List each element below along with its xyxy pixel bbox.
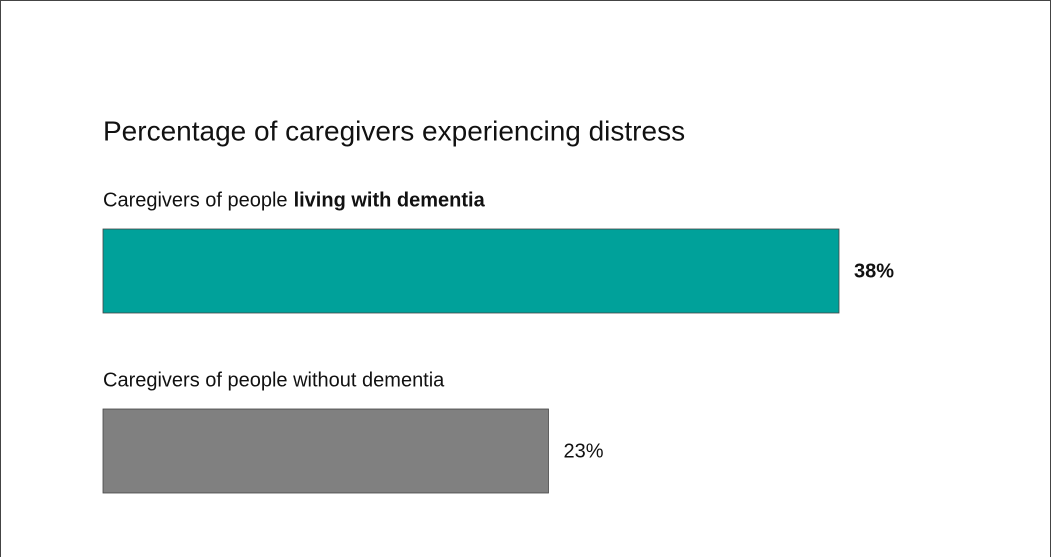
category-label: Caregivers of people [103,189,288,211]
value-label: 23% [563,440,603,462]
bar [102,408,549,494]
bar [102,228,840,314]
value-label: 38% [854,260,894,282]
category-label: Caregivers of people without dementia [103,369,445,391]
chart-title: Percentage of caregivers experiencing di… [103,115,685,146]
category-label: living with dementia [294,189,486,211]
